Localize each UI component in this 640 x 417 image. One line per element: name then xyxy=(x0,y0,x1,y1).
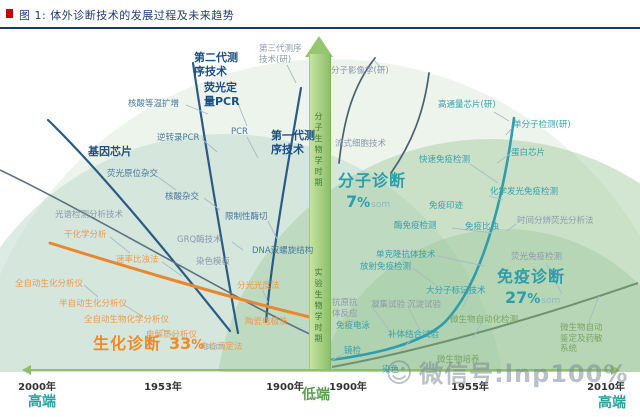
technology-label: 快速免疫检测 xyxy=(419,155,471,165)
technology-label: 镜检 xyxy=(344,346,362,356)
figure-title-text: 体外诊断技术的发展过程及未来趋势 xyxy=(50,9,235,22)
figure-title: 图 1: 体外诊断技术的发展过程及未来趋势 xyxy=(19,7,234,23)
technology-label: 陶瓷电极法 xyxy=(245,317,288,327)
timeline-tick: 1900年 xyxy=(266,382,304,393)
up-arrow-head xyxy=(305,36,333,57)
timeline-tick: 1955年 xyxy=(451,382,489,393)
red-marker-icon xyxy=(6,9,13,18)
category-immune: 免疫诊断 27%som xyxy=(497,268,565,307)
technology-label: 免疫电泳 xyxy=(336,321,371,331)
technology-label: 微生物自动化检测 xyxy=(450,315,519,325)
technology-label: 第一代测 序技术 xyxy=(271,129,315,156)
axis-end-label: 低端 xyxy=(302,387,330,403)
technology-label: 化学发光免疫检测 xyxy=(490,187,559,197)
technology-label: 逆转录PCR xyxy=(157,133,200,143)
technology-label: 单分子检测(研) xyxy=(513,120,571,130)
technology-label: 酶免疫检测 xyxy=(394,221,437,231)
technology-label: 补体结合试验 xyxy=(388,330,440,340)
technology-label: 流式细胞技术 xyxy=(335,139,387,149)
category-immune-suffix: som xyxy=(541,295,561,306)
technology-label: 半自动生化分析仪 xyxy=(59,299,128,309)
technology-label: 速率比浊法 xyxy=(116,255,159,265)
category-molecular: 分子诊断 7%som xyxy=(338,172,406,211)
technology-label: 放射免疫检测 xyxy=(360,262,412,272)
timeline-tick: 2010年 xyxy=(587,382,625,393)
category-biochem-share: 33 xyxy=(169,334,192,353)
technology-label: 限制性酶切 xyxy=(225,212,268,222)
technology-label: 凝集试验 xyxy=(371,300,406,310)
technology-label: 光谱检测分析技术 xyxy=(55,210,124,220)
technology-label: 抗原抗 体反应 xyxy=(332,298,358,319)
category-biochem-suffix: som xyxy=(205,342,225,352)
timeline-tick: 1900年 xyxy=(329,382,367,393)
category-biochem-name: 生化诊断 xyxy=(93,334,162,353)
technology-label: 大分子标记技术 xyxy=(426,286,486,296)
technology-label: 全自动生化分析仪 xyxy=(15,279,84,289)
category-immune-share: 27 xyxy=(505,287,528,307)
arrow-era-bottom-label: 实验生物学时期 xyxy=(314,268,323,345)
wechat-face-icon: ☺ xyxy=(385,358,415,389)
timeline-tick: 1953年 xyxy=(144,382,182,393)
category-molecular-name: 分子诊断 xyxy=(338,171,407,190)
technology-label: 染色 xyxy=(382,365,400,375)
percent-sign: % xyxy=(191,338,205,353)
technology-label: 免疫印迹 xyxy=(429,201,464,211)
technology-label: GRQ酶技术 xyxy=(177,235,222,245)
axis-end-label: 高端 xyxy=(28,394,56,410)
technology-label: 第三代测序 技术(研) xyxy=(259,44,302,65)
category-molecular-share: 7 xyxy=(346,191,358,211)
technology-label: 电位滴定法 xyxy=(200,342,243,352)
technology-label: 荧光原位杂交 xyxy=(107,169,159,179)
technology-label: DNA双螺旋结构 xyxy=(252,246,314,256)
technology-label: 蛋白芯片 xyxy=(511,148,546,158)
timeline-axis xyxy=(30,369,612,371)
technology-label: 核酸杂交 xyxy=(165,192,200,202)
technology-label: 染色模板 xyxy=(196,257,231,267)
technology-label: 高通量芯片(研) xyxy=(438,100,496,110)
category-biochem: 生化诊断 33%som xyxy=(93,335,224,353)
technology-label: 荧光免疫检测 xyxy=(511,252,563,262)
percent-sign: % xyxy=(357,195,371,211)
watermark: ☺ 微信号:lnp100% xyxy=(385,354,628,389)
technology-label: 基因芯片 xyxy=(88,145,132,158)
axis-right-arrow-icon xyxy=(611,365,620,375)
timeline-tick: 2000年 xyxy=(18,382,56,393)
technology-label: 免疫比浊 xyxy=(465,222,500,232)
technology-label: 核酸等温扩增 xyxy=(128,99,180,109)
axis-left-arrow-icon xyxy=(22,365,31,375)
percent-sign: % xyxy=(527,291,541,307)
axis-end-label: 高端 xyxy=(598,395,626,411)
watermark-text: 微信号:lnp100% xyxy=(419,360,629,388)
technology-label: 干化学分析 xyxy=(64,230,107,240)
technology-label: 单克隆抗体技术 xyxy=(376,250,436,260)
technology-label: 全自动生物化学分析仪 xyxy=(84,315,170,325)
category-immune-name: 免疫诊断 xyxy=(497,267,566,286)
figure-title-bar: 图 1: 体外诊断技术的发展过程及未来趋势 xyxy=(0,0,640,29)
technology-label: 分光光度法 xyxy=(237,281,280,291)
technology-label: 分子影像学(研) xyxy=(331,66,389,76)
technology-label: PCR xyxy=(231,127,248,137)
technology-label: 时间分辨荧光分析法 xyxy=(517,216,594,226)
arrow-era-top-label: 分子生物学时期 xyxy=(314,112,323,189)
figure-label: 图 1: xyxy=(19,9,47,22)
technology-label: 荧光定 量PCR xyxy=(204,81,240,108)
category-molecular-suffix: som xyxy=(371,199,391,210)
technology-label: 沉淀试验 xyxy=(407,300,442,310)
technology-label: 微生物自动 鉴定及药敏 系统 xyxy=(560,323,603,355)
technology-label: 第二代测 序技术 xyxy=(194,51,238,78)
